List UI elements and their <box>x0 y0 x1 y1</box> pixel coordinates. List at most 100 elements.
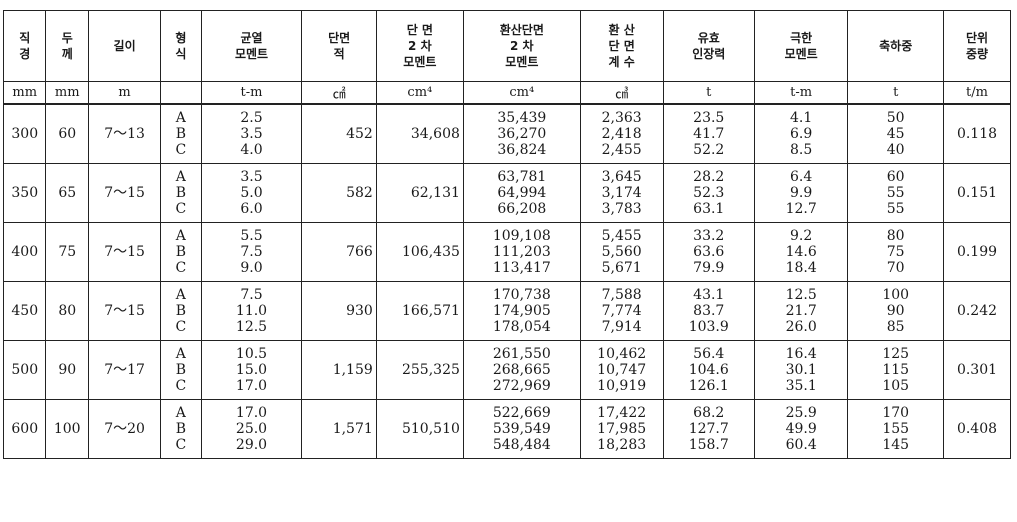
cell-crack-moment: 17.0 25.0 29.0 <box>200 399 303 459</box>
header-thickness: 두 께 <box>45 10 89 82</box>
unit-conv-second-moment: cm⁴ <box>462 81 581 105</box>
cell-section-modulus: 7,588 7,774 7,914 <box>579 281 664 341</box>
table-row: 350 65 7～15 A B C 3.5 5.0 6.0 582 62,131… <box>2 163 1012 223</box>
cell-ultimate-moment: 6.4 9.9 12.7 <box>753 163 849 223</box>
cell-crack-moment: 2.5 3.5 4.0 <box>200 103 303 164</box>
cell-types: A B C <box>160 399 202 459</box>
cell-effective-tension: 43.1 83.7 103.9 <box>662 281 755 341</box>
cell-conv-second-moment: 63,781 64,994 66,208 <box>462 163 581 223</box>
cell-conv-second-moment: 109,108 111,203 113,417 <box>462 222 581 282</box>
cell-unit-weight: 0.242 <box>942 281 1012 341</box>
table-row: 450 80 7～15 A B C 7.5 11.0 12.5 930 166,… <box>2 281 1012 341</box>
cell-axial-load: 100 90 85 <box>847 281 944 341</box>
cell-effective-tension: 33.2 63.6 79.9 <box>662 222 755 282</box>
unit-row: mm mm m t-m ㎠ cm⁴ cm⁴ ㎤ t t-m t t/m <box>2 81 1012 105</box>
cell-thickness: 100 <box>45 399 89 459</box>
cell-second-moment: 166,571 <box>375 281 464 341</box>
cell-axial-load: 170 155 145 <box>847 399 944 459</box>
cell-area: 1,159 <box>301 340 377 400</box>
cell-unit-weight: 0.408 <box>942 399 1012 459</box>
header-length: 길이 <box>87 10 162 82</box>
header-diameter: 직 경 <box>2 10 47 82</box>
unit-diameter: mm <box>2 81 47 105</box>
cell-conv-second-moment: 522,669 539,549 548,484 <box>462 399 581 459</box>
cell-unit-weight: 0.118 <box>942 103 1012 164</box>
cell-diameter: 450 <box>2 281 47 341</box>
cell-second-moment: 255,325 <box>375 340 464 400</box>
cell-effective-tension: 68.2 127.7 158.7 <box>662 399 755 459</box>
cell-section-modulus: 3,645 3,174 3,783 <box>579 163 664 223</box>
unit-type <box>160 81 202 105</box>
cell-crack-moment: 5.5 7.5 9.0 <box>200 222 303 282</box>
cell-length: 7～15 <box>87 281 162 341</box>
cell-thickness: 80 <box>45 281 89 341</box>
header-row: 직 경 두 께 길이 형 식 균열 모멘트 단면 적 단 면 2 차 모멘트 환… <box>2 10 1012 82</box>
header-effective-tension: 유효 인장력 <box>662 10 755 82</box>
unit-ultimate-moment: t-m <box>753 81 849 105</box>
cell-types: A B C <box>160 163 202 223</box>
cell-area: 766 <box>301 222 377 282</box>
cell-crack-moment: 7.5 11.0 12.5 <box>200 281 303 341</box>
cell-types: A B C <box>160 340 202 400</box>
cell-ultimate-moment: 12.5 21.7 26.0 <box>753 281 849 341</box>
cell-conv-second-moment: 170,738 174,905 178,054 <box>462 281 581 341</box>
cell-effective-tension: 23.5 41.7 52.2 <box>662 103 755 164</box>
cell-thickness: 75 <box>45 222 89 282</box>
cell-axial-load: 80 75 70 <box>847 222 944 282</box>
cell-section-modulus: 17,422 17,985 18,283 <box>579 399 664 459</box>
cell-length: 7～15 <box>87 222 162 282</box>
cell-ultimate-moment: 16.4 30.1 35.1 <box>753 340 849 400</box>
cell-area: 930 <box>301 281 377 341</box>
cell-section-modulus: 10,462 10,747 10,919 <box>579 340 664 400</box>
cell-unit-weight: 0.199 <box>942 222 1012 282</box>
cell-area: 452 <box>301 103 377 164</box>
pile-spec-table: 직 경 두 께 길이 형 식 균열 모멘트 단면 적 단 면 2 차 모멘트 환… <box>2 10 1012 459</box>
cell-diameter: 500 <box>2 340 47 400</box>
cell-unit-weight: 0.301 <box>942 340 1012 400</box>
cell-length: 7～17 <box>87 340 162 400</box>
cell-area: 582 <box>301 163 377 223</box>
unit-second-moment: cm⁴ <box>375 81 464 105</box>
pile-spec-table-container: 직 경 두 께 길이 형 식 균열 모멘트 단면 적 단 면 2 차 모멘트 환… <box>2 10 1012 459</box>
header-crack-moment: 균열 모멘트 <box>200 10 303 82</box>
cell-section-modulus: 2,363 2,418 2,455 <box>579 103 664 164</box>
table-row: 300 60 7～13 A B C 2.5 3.5 4.0 452 34,608… <box>2 103 1012 164</box>
cell-conv-second-moment: 261,550 268,665 272,969 <box>462 340 581 400</box>
cell-diameter: 350 <box>2 163 47 223</box>
table-row: 600 100 7～20 A B C 17.0 25.0 29.0 1,571 … <box>2 399 1012 459</box>
cell-axial-load: 60 55 55 <box>847 163 944 223</box>
cell-ultimate-moment: 4.1 6.9 8.5 <box>753 103 849 164</box>
cell-diameter: 600 <box>2 399 47 459</box>
cell-types: A B C <box>160 103 202 164</box>
unit-unit-weight: t/m <box>942 81 1012 105</box>
cell-types: A B C <box>160 281 202 341</box>
cell-ultimate-moment: 9.2 14.6 18.4 <box>753 222 849 282</box>
table-row: 400 75 7～15 A B C 5.5 7.5 9.0 766 106,43… <box>2 222 1012 282</box>
header-area: 단면 적 <box>301 10 377 82</box>
cell-second-moment: 34,608 <box>375 103 464 164</box>
cell-ultimate-moment: 25.9 49.9 60.4 <box>753 399 849 459</box>
header-unit-weight: 단위 중량 <box>942 10 1012 82</box>
header-conv-second-moment: 환산단면 2 차 모멘트 <box>462 10 581 82</box>
cell-types: A B C <box>160 222 202 282</box>
cell-effective-tension: 56.4 104.6 126.1 <box>662 340 755 400</box>
cell-axial-load: 125 115 105 <box>847 340 944 400</box>
unit-effective-tension: t <box>662 81 755 105</box>
cell-length: 7～13 <box>87 103 162 164</box>
unit-crack-moment: t-m <box>200 81 303 105</box>
cell-thickness: 65 <box>45 163 89 223</box>
table-row: 500 90 7～17 A B C 10.5 15.0 17.0 1,159 2… <box>2 340 1012 400</box>
header-section-modulus: 환 산 단 면 계 수 <box>579 10 664 82</box>
cell-diameter: 300 <box>2 103 47 164</box>
unit-area: ㎠ <box>301 81 377 105</box>
cell-diameter: 400 <box>2 222 47 282</box>
cell-crack-moment: 10.5 15.0 17.0 <box>200 340 303 400</box>
header-ultimate-moment: 극한 모멘트 <box>753 10 849 82</box>
header-type: 형 식 <box>160 10 202 82</box>
cell-unit-weight: 0.151 <box>942 163 1012 223</box>
cell-area: 1,571 <box>301 399 377 459</box>
unit-length: m <box>87 81 162 105</box>
cell-section-modulus: 5,455 5,560 5,671 <box>579 222 664 282</box>
cell-crack-moment: 3.5 5.0 6.0 <box>200 163 303 223</box>
cell-thickness: 90 <box>45 340 89 400</box>
